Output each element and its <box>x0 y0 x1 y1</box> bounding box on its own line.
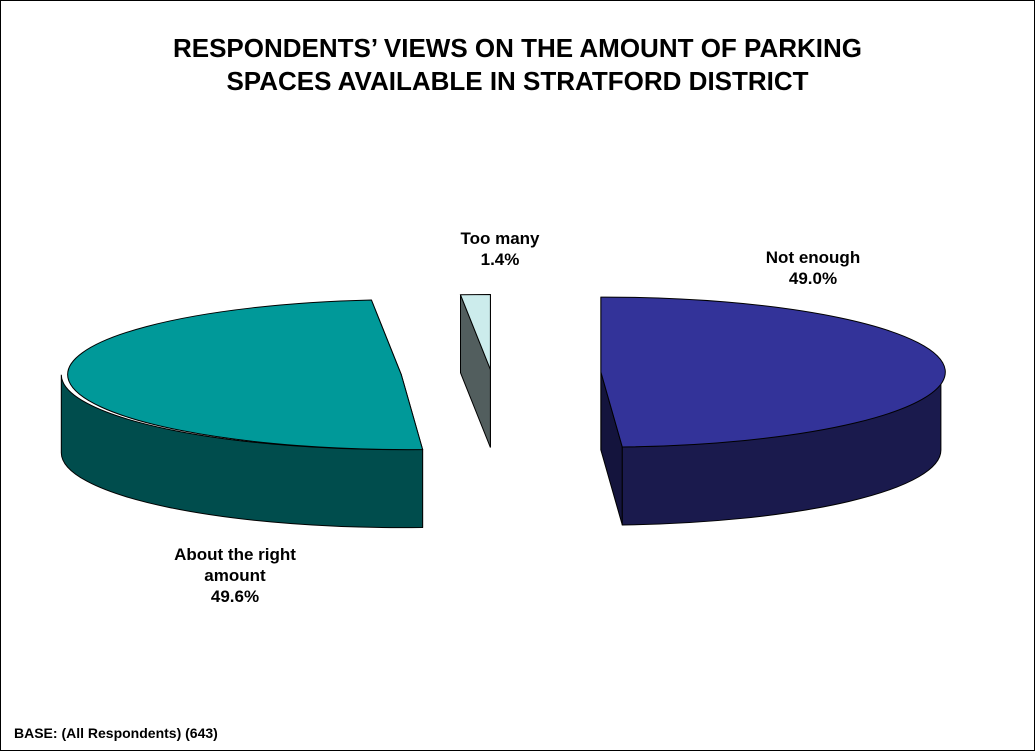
label-not-enough-name: Not enough <box>765 248 861 267</box>
label-not-enough-value: 49.0% <box>788 269 838 288</box>
chart-title-line-2: SPACES AVAILABLE IN STRATFORD DISTRICT <box>226 66 809 96</box>
label-too-many-name: Too many <box>460 229 540 248</box>
slice-about-right-side <box>60 374 424 529</box>
slice-not-enough-top <box>600 296 946 448</box>
chart-title-line-1: RESPONDENTS’ VIEWS ON THE AMOUNT OF PARK… <box>172 33 863 63</box>
label-too-many: Too many 1.4% <box>430 228 570 270</box>
label-about-right-name-2: amount <box>204 566 266 585</box>
label-too-many-value: 1.4% <box>480 250 520 269</box>
label-about-right-value: 49.6% <box>210 587 260 606</box>
label-not-enough: Not enough 49.0% <box>728 247 898 289</box>
label-about-right-name-1: About the right <box>174 545 296 564</box>
base-footnote: BASE: (All Respondents) (643) <box>14 725 218 741</box>
slice-about-right <box>60 299 424 529</box>
slice-too-many <box>459 293 491 448</box>
slice-too-many-top <box>459 293 491 370</box>
chart-title: RESPONDENTS’ VIEWS ON THE AMOUNT OF PARK… <box>0 32 1035 98</box>
label-about-right: About the right amount 49.6% <box>150 544 320 607</box>
slice-about-right-top <box>67 299 424 451</box>
slice-not-enough <box>600 296 946 526</box>
